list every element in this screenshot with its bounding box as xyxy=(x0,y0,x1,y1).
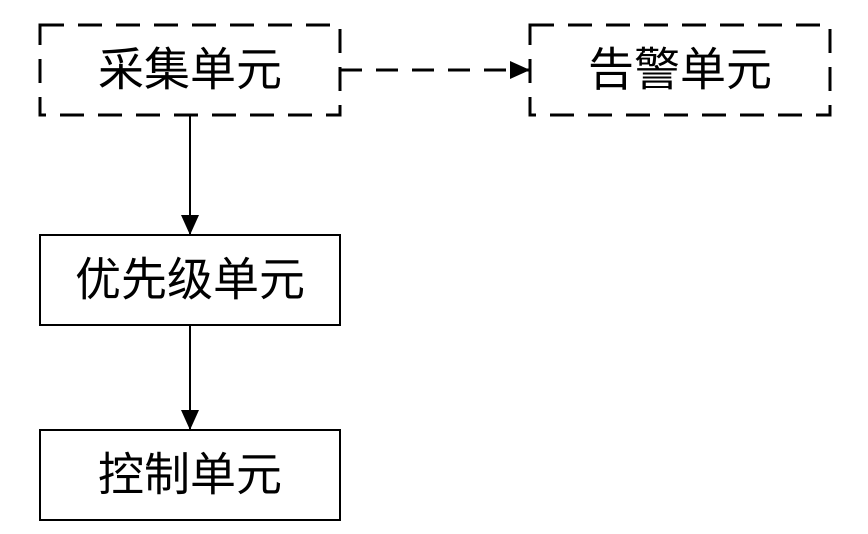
node-control-label: 控制单元 xyxy=(98,450,282,501)
flowchart-diagram: 采集单元 告警单元优先级单元控制单元 xyxy=(0,0,868,534)
node-priority-label: 优先级单元 xyxy=(75,255,305,306)
node-alarm-label: 告警单元 xyxy=(588,45,772,96)
node-priority: 优先级单元 xyxy=(40,235,340,325)
node-alarm: 告警单元 xyxy=(530,25,830,115)
node-collection-label: 采集单元 xyxy=(98,45,282,96)
node-collection: 采集单元 xyxy=(40,25,340,115)
node-control: 控制单元 xyxy=(40,430,340,520)
